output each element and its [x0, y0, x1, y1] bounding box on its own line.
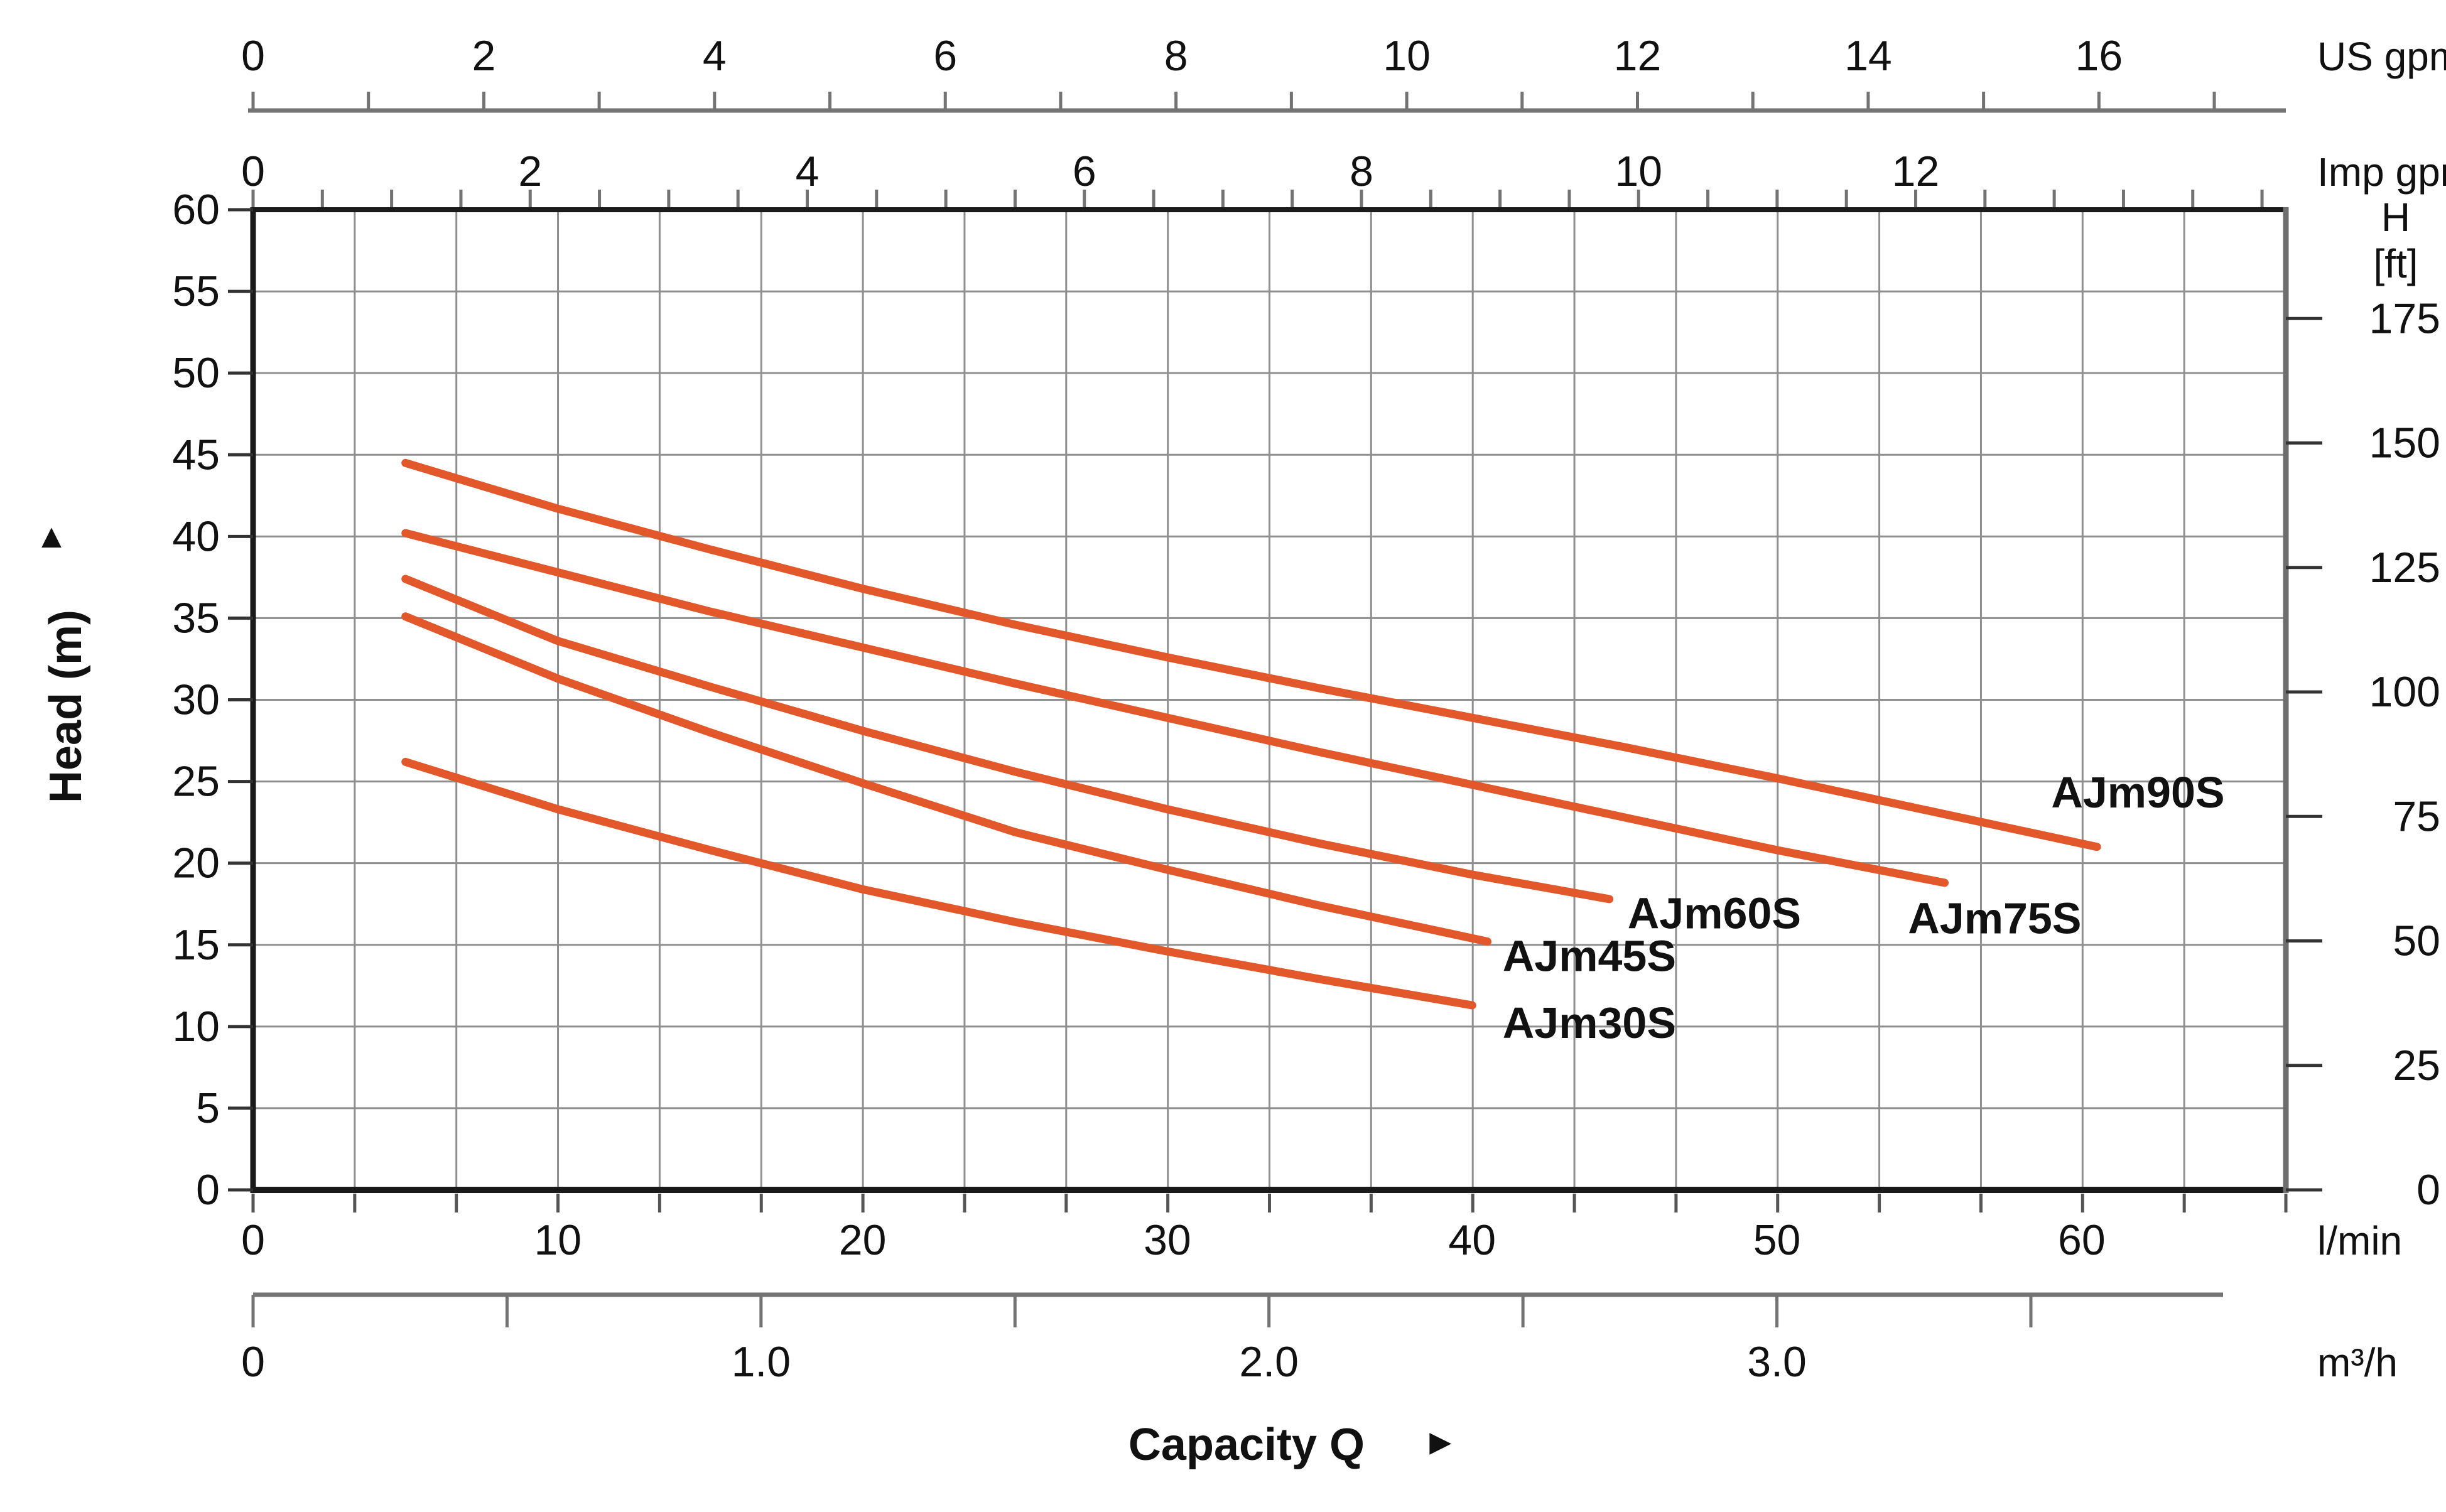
curve-AJm30S — [401, 757, 1476, 1010]
lmin-tick-label: 30 — [1144, 1216, 1191, 1264]
us-gpm-tick-label: 10 — [1383, 32, 1431, 80]
head-m-tick-label: 35 — [172, 594, 220, 642]
head-m-tick-label: 20 — [172, 840, 220, 887]
m3h-tick-label: 0 — [241, 1338, 265, 1386]
curve-label-AJm30S: AJm30S — [1503, 998, 1676, 1047]
imp-gpm-tick-label: 4 — [796, 148, 820, 195]
h-ft-tick-label: 175 — [2369, 294, 2440, 342]
head-m-tick-label: 55 — [172, 267, 220, 315]
imp-gpm-tick-label: 2 — [518, 148, 542, 195]
head-m-tick-label: 25 — [172, 758, 220, 806]
lmin-tick-label: 40 — [1448, 1216, 1496, 1264]
imp-gpm-tick-label: 10 — [1615, 148, 1662, 195]
us-gpm-tick-label: 14 — [1844, 32, 1892, 80]
y-axis-title: Head (m) — [41, 610, 91, 803]
curve-AJm60S — [401, 575, 1614, 904]
curve-label-AJm60S: AJm60S — [1628, 889, 1801, 938]
right-axis-title-h: H — [2381, 195, 2410, 240]
m3h-unit-label: m³/h — [2317, 1340, 2398, 1385]
imp-gpm-tick-label: 8 — [1350, 148, 1373, 195]
imp-gpm-unit-label: Imp gpm — [2317, 149, 2446, 195]
head-m-tick-label: 45 — [172, 431, 220, 478]
head-m-tick-label: 15 — [172, 921, 220, 969]
us-gpm-tick-label: 0 — [241, 32, 265, 80]
tick-labels-layer: 0 2 4 6 8 10 12 14 16 0 2 4 6 8 10 12 0 5 10 15 20 25 30 35 40 45… — [172, 32, 2440, 1386]
imp-gpm-tick-label: 6 — [1073, 148, 1096, 195]
h-ft-tick-label: 50 — [2393, 917, 2440, 965]
head-m-tick-label: 5 — [196, 1084, 220, 1132]
head-m-tick-label: 30 — [172, 676, 220, 724]
us-gpm-tick-label: 4 — [703, 32, 727, 80]
head-m-tick-label: 60 — [172, 186, 220, 234]
h-ft-tick-label: 0 — [2416, 1166, 2440, 1214]
curve-label-AJm45S: AJm45S — [1503, 931, 1676, 980]
head-m-tick-label: 50 — [172, 349, 220, 397]
m3h-tick-label: 1.0 — [732, 1338, 791, 1386]
imp-gpm-tick-label: 12 — [1892, 148, 1940, 195]
us-gpm-tick-label: 8 — [1164, 32, 1188, 80]
curve-label-AJm75S: AJm75S — [1908, 894, 2081, 943]
lmin-tick-label: 0 — [241, 1216, 265, 1264]
us-gpm-tick-label: 6 — [933, 32, 957, 80]
curve-AJm75S — [401, 529, 1949, 887]
us-gpm-tick-label: 12 — [1614, 32, 1662, 80]
h-ft-tick-label: 75 — [2393, 792, 2440, 840]
head-m-tick-label: 10 — [172, 1003, 220, 1050]
imp-gpm-tick-label: 0 — [241, 148, 265, 195]
m3h-tick-label: 2.0 — [1239, 1338, 1299, 1386]
curve-label-AJm90S: AJm90S — [2051, 768, 2224, 817]
us-gpm-tick-label: 16 — [2075, 32, 2123, 80]
h-ft-tick-label: 125 — [2369, 544, 2440, 591]
us-gpm-unit-label: US gpm — [2317, 34, 2446, 79]
curve-AJm90S — [401, 458, 2101, 851]
lmin-tick-label: 20 — [839, 1216, 887, 1264]
curve-AJm45S — [401, 612, 1491, 946]
x-axis-title: Capacity Q — [1128, 1420, 1365, 1470]
grid-layer — [253, 210, 2286, 1190]
h-ft-tick-label: 100 — [2369, 668, 2440, 716]
us-gpm-tick-label: 2 — [472, 32, 496, 80]
axes-layer — [228, 92, 2322, 1327]
curves-layer — [401, 458, 2101, 1010]
h-ft-tick-label: 150 — [2369, 419, 2440, 467]
lmin-unit-label: l/min — [2317, 1218, 2402, 1263]
lmin-tick-label: 10 — [534, 1216, 582, 1264]
m3h-tick-label: 3.0 — [1747, 1338, 1807, 1386]
right-axis-title-ft: [ft] — [2373, 241, 2418, 286]
y-axis-arrow-icon: ▲ — [35, 517, 68, 555]
lmin-tick-label: 60 — [2058, 1216, 2106, 1264]
lmin-tick-label: 50 — [1753, 1216, 1801, 1264]
h-ft-tick-label: 25 — [2393, 1042, 2440, 1089]
head-m-tick-label: 0 — [196, 1166, 220, 1214]
head-m-tick-label: 40 — [172, 512, 220, 560]
x-axis-arrow-icon: ► — [1422, 1422, 1458, 1462]
